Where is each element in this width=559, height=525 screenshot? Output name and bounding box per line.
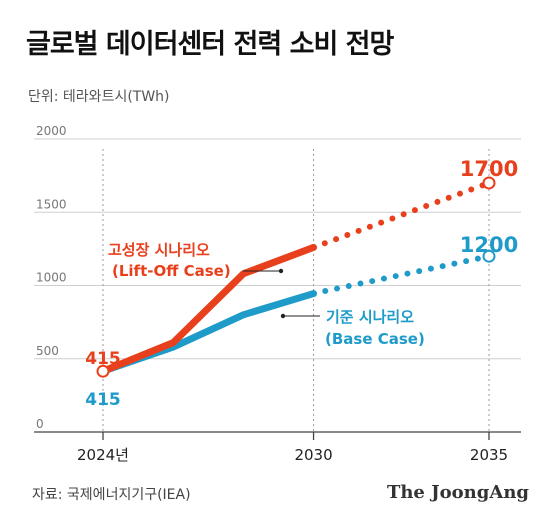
red-end-value-label: 1700 xyxy=(460,157,518,181)
start-marker xyxy=(96,364,110,378)
red-leader-dot xyxy=(278,268,284,274)
blue-projection-line xyxy=(310,253,492,297)
grid-layer: 0 500 1000 1500 2000 2024년 2030 2035 xyxy=(34,124,521,464)
x-tick-label: 2024년 xyxy=(77,446,129,464)
chart-title: 글로벌 데이터센터 전력 소비 전망 xyxy=(26,29,394,60)
red-start-value-label: 415 xyxy=(85,349,121,369)
blue-end-marker xyxy=(482,249,496,263)
x-tick-label: 2030 xyxy=(294,446,332,464)
red-series-label-line2: (Lift-Off Case) xyxy=(112,262,231,280)
blue-end-value-label: 1200 xyxy=(460,233,518,257)
blue-start-value-label: 415 xyxy=(85,390,121,410)
red-end-marker xyxy=(482,176,496,190)
brand-logo: The JoongAng xyxy=(386,482,529,503)
y-tick-label: 0 xyxy=(36,417,44,431)
red-projection-line xyxy=(310,179,492,251)
y-tick-label: 500 xyxy=(36,344,59,358)
y-tick-label: 2000 xyxy=(36,124,67,138)
red-series-line xyxy=(99,243,318,375)
unit-label: 단위: 테라와트시(TWh) xyxy=(28,89,170,105)
blue-leader-dot xyxy=(280,313,286,319)
x-tick-label: 2035 xyxy=(470,446,508,464)
blue-series-label-line2: (Base Case) xyxy=(325,330,425,348)
annotation-layer: 고성장 시나리오 (Lift-Off Case) 기준 시나리오 (Base C… xyxy=(85,157,518,410)
y-tick-label: 1000 xyxy=(36,271,67,285)
red-series-label-line1: 고성장 시나리오 xyxy=(108,241,210,259)
series-layer xyxy=(96,176,496,378)
blue-series-label-line1: 기준 시나리오 xyxy=(326,308,414,326)
source-note: 자료: 국제에너지기구(IEA) xyxy=(32,487,191,503)
y-tick-label: 1500 xyxy=(36,197,67,211)
